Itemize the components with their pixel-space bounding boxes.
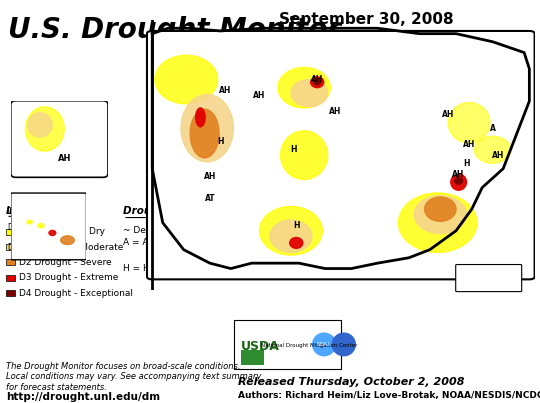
Text: AT: AT (205, 194, 215, 203)
Ellipse shape (270, 220, 312, 252)
Text: The Drought Monitor focuses on broad-scale conditions.: The Drought Monitor focuses on broad-sca… (6, 361, 241, 371)
Ellipse shape (278, 67, 330, 108)
Text: AH: AH (442, 110, 454, 119)
Text: Intensity:: Intensity: (6, 206, 62, 216)
Text: AH: AH (58, 154, 71, 163)
Ellipse shape (451, 174, 467, 190)
Text: D3 Drought - Extreme: D3 Drought - Extreme (19, 273, 119, 282)
Ellipse shape (314, 79, 320, 85)
Ellipse shape (399, 193, 477, 252)
Text: USDA: USDA (241, 341, 280, 353)
FancyBboxPatch shape (6, 290, 15, 296)
Text: D1 Drought - Moderate: D1 Drought - Moderate (19, 243, 124, 251)
Ellipse shape (155, 55, 218, 104)
Text: D4 Drought - Exceptional: D4 Drought - Exceptional (19, 289, 133, 297)
Text: D2A: D2A (8, 243, 23, 252)
Ellipse shape (25, 107, 64, 151)
Text: Drought Impact Types:: Drought Impact Types: (123, 206, 255, 216)
Text: D3A: D3A (8, 223, 23, 232)
Text: grasslands): grasslands) (123, 251, 198, 260)
Bar (241, 351, 264, 365)
Text: Local conditions may vary. See accompanying text summary: Local conditions may vary. See accompany… (6, 372, 261, 382)
Text: D0 Abnormally Dry: D0 Abnormally Dry (19, 227, 105, 236)
Text: National Drought Mitigation Center: National Drought Mitigation Center (260, 343, 357, 348)
Ellipse shape (455, 177, 463, 184)
Ellipse shape (474, 136, 511, 163)
Text: AH: AH (311, 75, 323, 84)
Ellipse shape (290, 237, 303, 248)
Circle shape (332, 333, 355, 356)
Ellipse shape (448, 102, 490, 143)
Ellipse shape (424, 197, 456, 221)
Ellipse shape (190, 109, 219, 158)
Text: H: H (291, 145, 297, 154)
Ellipse shape (310, 77, 324, 87)
Ellipse shape (195, 108, 205, 127)
FancyBboxPatch shape (6, 229, 15, 235)
Text: Valid 8 a.m. EDT: Valid 8 a.m. EDT (281, 30, 373, 40)
Text: D1AH: D1AH (6, 207, 28, 216)
FancyBboxPatch shape (11, 193, 86, 260)
Text: September 30, 2008: September 30, 2008 (279, 12, 454, 27)
Text: D2 Drought - Severe: D2 Drought - Severe (19, 258, 112, 267)
FancyBboxPatch shape (456, 264, 522, 292)
Text: AH: AH (253, 91, 266, 100)
Text: AH: AH (204, 172, 216, 181)
Ellipse shape (49, 231, 56, 235)
Text: NOAA: NOAA (317, 342, 331, 347)
Text: AH: AH (492, 151, 504, 160)
Text: AH: AH (329, 108, 342, 116)
Text: H: H (463, 159, 470, 168)
Text: AH: AH (453, 170, 465, 179)
Text: AH: AH (219, 86, 232, 95)
FancyBboxPatch shape (6, 274, 15, 281)
Text: for forecast statements.: for forecast statements. (6, 383, 107, 392)
Text: AH: AH (463, 140, 475, 149)
FancyBboxPatch shape (6, 244, 15, 250)
Ellipse shape (414, 195, 467, 233)
Text: A: A (490, 124, 496, 133)
Ellipse shape (260, 206, 322, 255)
Text: H: H (217, 137, 224, 146)
Ellipse shape (38, 224, 44, 228)
Text: A = Agricultural (crops, pastures,: A = Agricultural (crops, pastures, (123, 239, 273, 247)
Text: U.S. Drought Monitor: U.S. Drought Monitor (8, 16, 341, 44)
FancyBboxPatch shape (6, 259, 15, 266)
Circle shape (313, 333, 335, 356)
Text: H: H (293, 221, 300, 230)
Ellipse shape (281, 131, 328, 179)
Ellipse shape (28, 113, 52, 137)
Text: ~ Delineates dominant impacts: ~ Delineates dominant impacts (123, 226, 267, 235)
Ellipse shape (181, 94, 233, 162)
Ellipse shape (27, 220, 32, 224)
Text: Released Thursday, October 2, 2008: Released Thursday, October 2, 2008 (238, 377, 464, 387)
Text: Authors: Richard Heim/Liz Love-Brotak, NOAA/NESDIS/NCDC: Authors: Richard Heim/Liz Love-Brotak, N… (238, 391, 540, 400)
FancyBboxPatch shape (11, 101, 108, 177)
FancyBboxPatch shape (234, 320, 341, 369)
Text: http://drought.unl.edu/dm: http://drought.unl.edu/dm (6, 393, 160, 403)
Ellipse shape (291, 79, 328, 106)
Ellipse shape (60, 236, 75, 245)
Text: H = Hydrological (water): H = Hydrological (water) (123, 264, 235, 273)
FancyBboxPatch shape (147, 31, 535, 279)
